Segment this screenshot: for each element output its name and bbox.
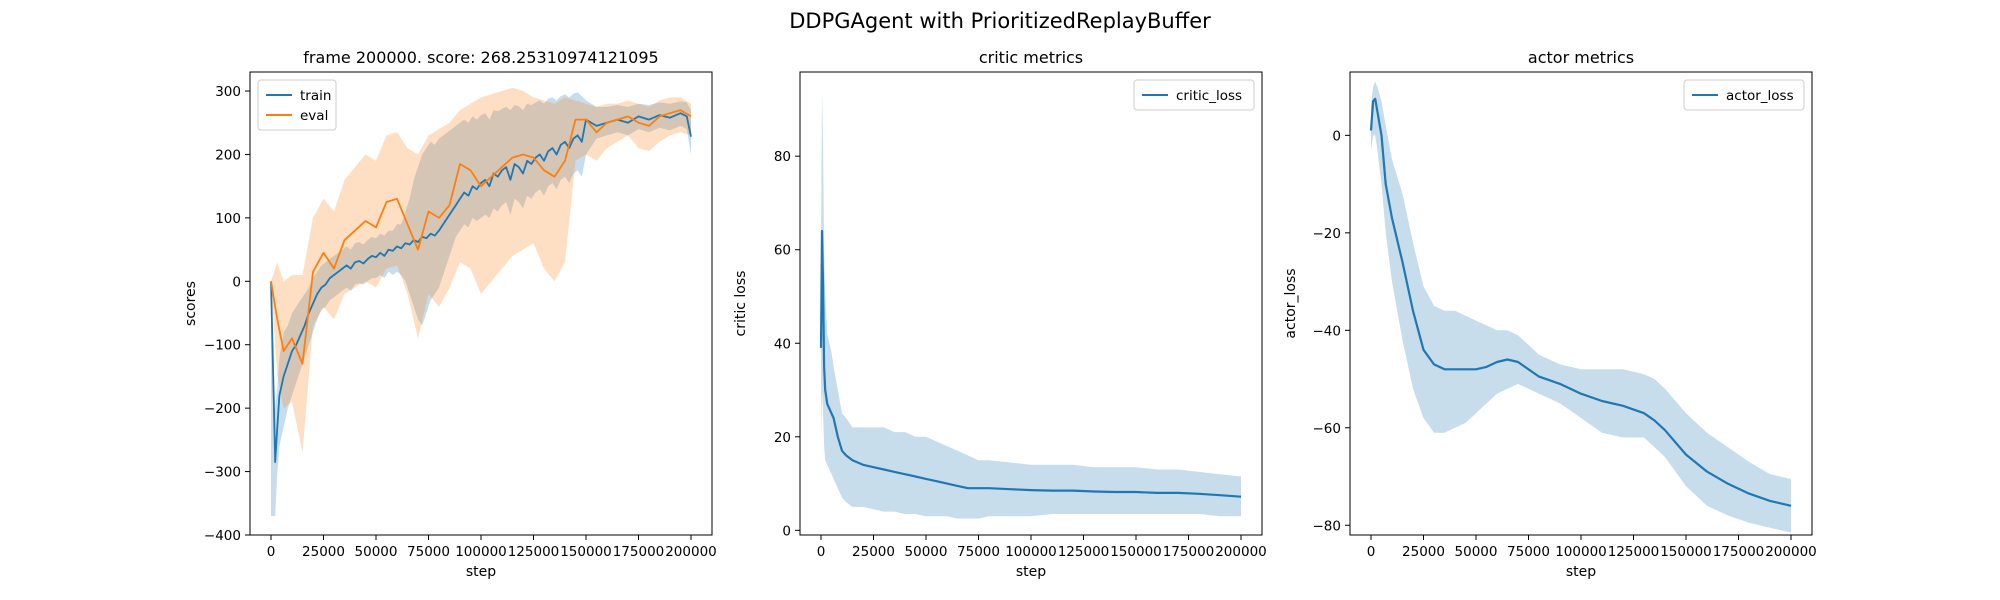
- critic-xtick-label: 0: [817, 544, 826, 560]
- scores-ytick-label: 300: [215, 84, 241, 100]
- actor-xlabel: step: [1566, 564, 1596, 580]
- critic-ytick-label: 60: [774, 243, 791, 259]
- scores-xtick-label: 175000: [613, 544, 665, 560]
- critic-xtick-label: 25000: [852, 544, 895, 560]
- scores-ytick-label: 200: [215, 147, 241, 163]
- actor-metrics-chart: 0 25000 50000 75000 100000 125000 150000 175000…: [1283, 48, 1817, 580]
- scores-eval-line: [270, 109, 692, 365]
- actor-ytick-label: −60: [1313, 421, 1342, 437]
- critic-xtick-label: 125000: [1058, 544, 1110, 560]
- critic-ytick-label: 80: [774, 149, 791, 165]
- scores-title: frame 200000. score: 268.25310974121095: [303, 48, 658, 67]
- scores-xtick-label: 25000: [302, 544, 345, 560]
- actor-xtick-label: 150000: [1660, 544, 1712, 560]
- actor-xtick-label: 100000: [1555, 544, 1607, 560]
- critic-xtick-label: 200000: [1215, 544, 1267, 560]
- actor-ytick-label: −80: [1313, 518, 1342, 534]
- actor-ytick-label: 0: [1332, 128, 1341, 144]
- scores-ytick-label: 100: [215, 211, 241, 227]
- actor-xtick-label: 175000: [1713, 544, 1765, 560]
- actor-xtick-label: 25000: [1402, 544, 1445, 560]
- critic-legend-label-critic_loss: critic_loss: [1176, 88, 1242, 104]
- critic-xtick-label: 150000: [1110, 544, 1162, 560]
- critic-metrics-chart: 0 25000 50000 75000 100000 125000 150000 175000…: [733, 48, 1267, 580]
- scores-ytick-label: −400: [204, 528, 241, 544]
- scores-xtick-label: 50000: [355, 544, 398, 560]
- scores-chart: 0 25000 50000 75000 100000 125000 150000 175000…: [183, 48, 717, 580]
- scores-xtick-label: 100000: [455, 544, 507, 560]
- critic-critic_loss-band: [821, 90, 1241, 519]
- scores-xlabel: step: [466, 564, 496, 580]
- scores-xtick-label: 200000: [665, 544, 717, 560]
- actor-xtick-label: 75000: [1507, 544, 1550, 560]
- actor-title: actor metrics: [1528, 48, 1634, 67]
- scores-ytick-label: −100: [204, 338, 241, 354]
- critic-xlabel: step: [1016, 564, 1046, 580]
- critic-ytick-label: 0: [782, 523, 791, 539]
- actor-xtick-label: 50000: [1455, 544, 1498, 560]
- scores-xtick-label: 0: [267, 544, 276, 560]
- actor-ytick-label: −20: [1313, 226, 1342, 242]
- figure-title: DDPGAgent with PrioritizedReplayBuffer: [789, 9, 1211, 33]
- scores-ytick-label: −200: [204, 401, 241, 417]
- scores-xtick-label: 125000: [508, 544, 560, 560]
- critic-xtick-label: 75000: [957, 544, 1000, 560]
- scores-ylabel: scores: [183, 281, 199, 326]
- critic-ytick-label: 20: [774, 430, 791, 446]
- critic-title: critic metrics: [979, 48, 1083, 67]
- actor-ytick-label: −40: [1313, 323, 1342, 339]
- scores-eval-band: [271, 87, 691, 453]
- critic-xtick-label: 175000: [1163, 544, 1215, 560]
- scores-train-line: [270, 112, 692, 464]
- actor-legend: [1683, 79, 1805, 111]
- actor-xtick-label: 0: [1367, 544, 1376, 560]
- actor-actor_loss-band: [1371, 81, 1791, 533]
- scores-legend-label-train: train: [300, 88, 331, 104]
- scores-xtick-label: 75000: [407, 544, 450, 560]
- scores-legend: [257, 79, 337, 131]
- scores-train-band: [271, 92, 691, 517]
- actor-actor_loss-line: [1369, 97, 1792, 507]
- actor-ylabel: actor_loss: [1283, 268, 1299, 338]
- critic-ytick-label: 40: [774, 336, 791, 352]
- critic-xtick-label: 100000: [1005, 544, 1057, 560]
- actor-xtick-label: 200000: [1765, 544, 1817, 560]
- critic-ylabel: critic loss: [733, 271, 749, 337]
- critic-legend: [1133, 79, 1255, 111]
- scores-xtick-label: 150000: [560, 544, 612, 560]
- scores-ytick-label: −300: [204, 465, 241, 481]
- scores-legend-label-eval: eval: [300, 108, 328, 124]
- critic-critic_loss-line: [819, 229, 1242, 498]
- actor-legend-label-actor_loss: actor_loss: [1726, 88, 1794, 104]
- scores-ytick-label: 0: [232, 274, 241, 290]
- critic-xtick-label: 50000: [905, 544, 948, 560]
- actor-xtick-label: 125000: [1608, 544, 1660, 560]
